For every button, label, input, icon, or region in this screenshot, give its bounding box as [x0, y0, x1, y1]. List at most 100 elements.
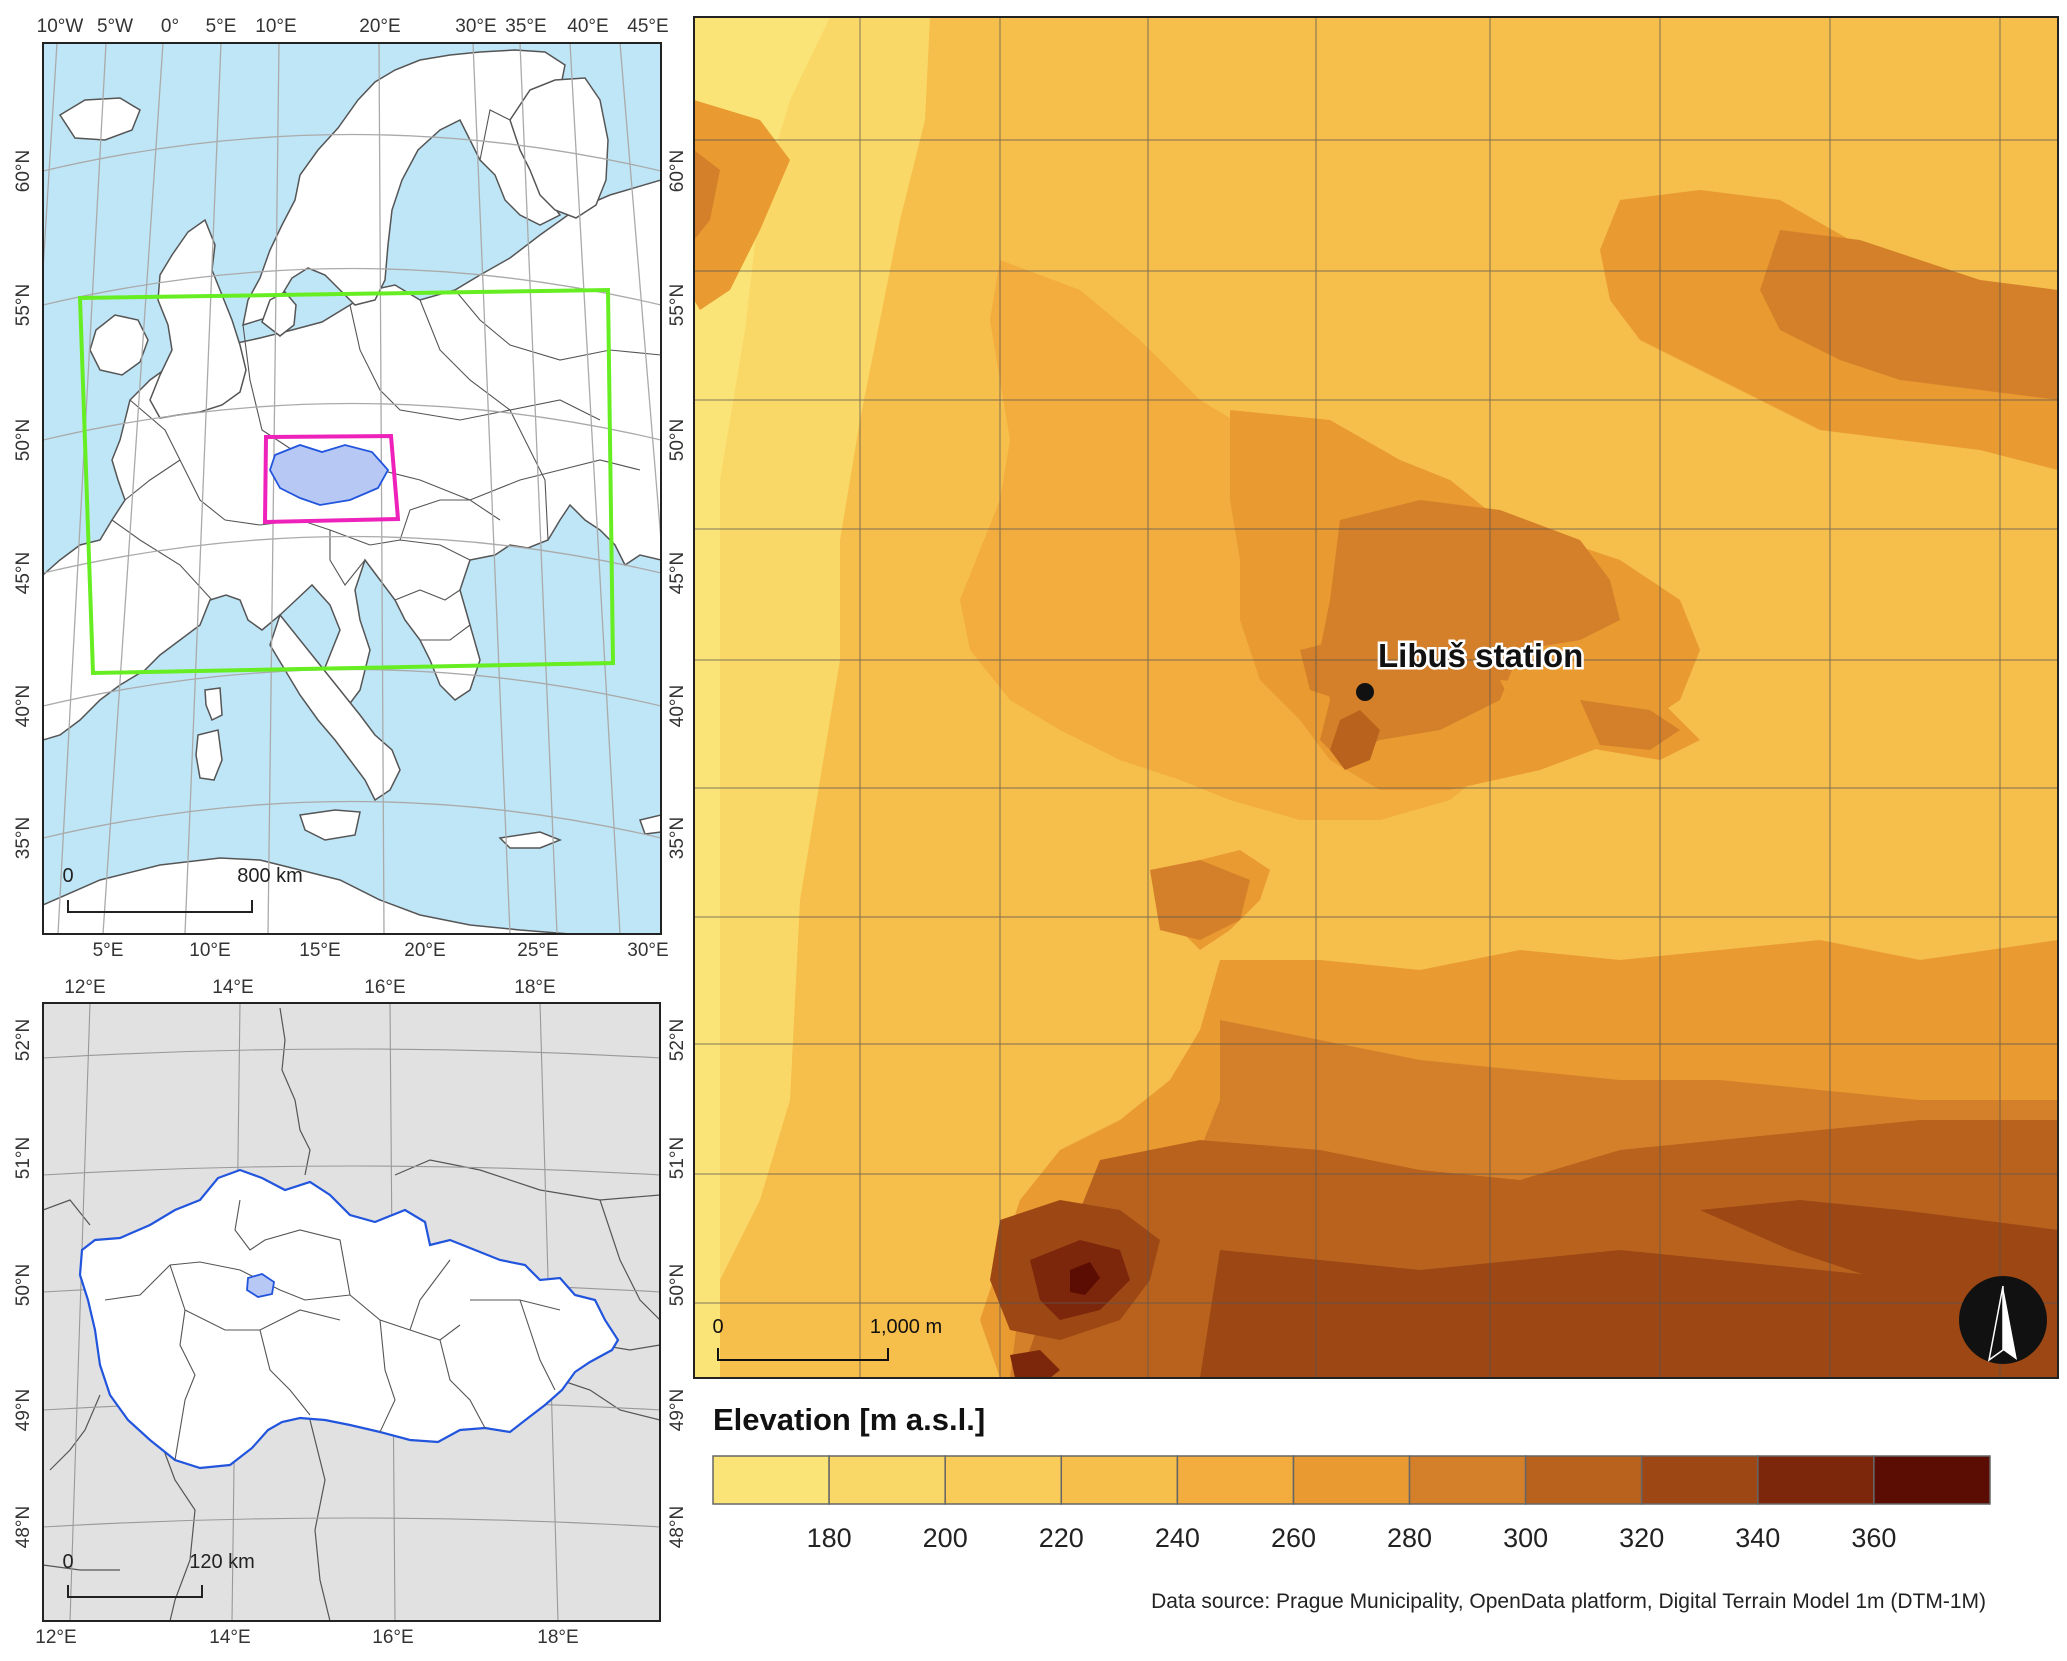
europe-lat-label-right: 55°N [667, 284, 688, 326]
cz-lon-label-top: 16°E [364, 977, 405, 998]
europe-right-labels: 60°N 55°N 50°N 45°N 40°N 35°N [667, 150, 688, 859]
europe-bottom-labels: 5°E 10°E 15°E 20°E 25°E 30°E [93, 940, 669, 961]
europe-lon-label-bottom: 15°E [299, 940, 340, 961]
legend-tick-label: 260 [1271, 1523, 1316, 1553]
europe-lon-label-top: 20°E [359, 16, 400, 37]
legend-swatch [1292, 1455, 1411, 1505]
elev-scale-label: 1,000 m [870, 1316, 942, 1338]
legend-tick-label: 320 [1619, 1523, 1664, 1553]
cz-lon-label-top: 14°E [212, 977, 253, 998]
cz-lon-label-bottom: 12°E [35, 1627, 76, 1648]
europe-lon-label-top: 30°E [455, 16, 496, 37]
legend-tick-label: 340 [1735, 1523, 1780, 1553]
europe-lon-label-top: 5°W [97, 16, 133, 37]
elevation-map: Libuš station 0 1,000 m [693, 16, 2059, 1379]
legend-swatch [1060, 1455, 1179, 1505]
legend-swatches [712, 1455, 1991, 1505]
legend-title: Elevation [m a.s.l.] [713, 1402, 985, 1437]
europe-left-labels: 60°N 55°N 50°N 45°N 40°N 35°N [13, 150, 34, 859]
cz-lon-label-top: 18°E [514, 977, 555, 998]
cz-lon-label-bottom: 18°E [537, 1627, 578, 1648]
europe-locator-map: 10°W 5°W 0° 5°E 10°E 20°E 30°E 35°E 40°E 45°E 5°E… [13, 16, 688, 961]
czechia-locator-map: 12°E 14°E 16°E 18°E 12°E 14°E 16°E 18°E 52°N 51… [13, 977, 688, 1648]
station-label: Libuš station [1378, 637, 1583, 674]
legend-swatch [712, 1455, 830, 1505]
elev-bands [694, 17, 2058, 1378]
europe-lon-label-top: 35°E [505, 16, 546, 37]
europe-lon-label-top: 10°E [255, 16, 296, 37]
cz-country [78, 1168, 620, 1470]
czech-republic-highlight [269, 444, 390, 506]
europe-lon-label-bottom: 5°E [93, 940, 124, 961]
cz-lon-label-bottom: 16°E [372, 1627, 413, 1648]
cz-scale-label: 120 km [189, 1551, 255, 1573]
legend-swatch [828, 1455, 946, 1505]
legend-swatch [1640, 1455, 1759, 1505]
legend-tick-label: 280 [1387, 1523, 1432, 1553]
europe-lat-label-right: 45°N [667, 552, 688, 594]
legend-tick-label: 220 [1039, 1523, 1084, 1553]
cz-scale-zero: 0 [62, 1551, 73, 1573]
europe-lat-label-right: 60°N [667, 150, 688, 192]
europe-scale-bar: 0 800 km [62, 865, 303, 913]
europe-graticule [43, 43, 661, 934]
elev-scale-zero: 0 [712, 1316, 723, 1338]
europe-lat-label-left: 35°N [13, 817, 34, 859]
europe-lon-label-bottom: 10°E [189, 940, 230, 961]
cz-lat-label-left: 50°N [13, 1264, 34, 1306]
cz-top-labels: 12°E 14°E 16°E 18°E [64, 977, 555, 998]
europe-scale-zero: 0 [62, 865, 73, 887]
europe-lon-label-bottom: 25°E [517, 940, 558, 961]
cz-regions [104, 1199, 561, 1461]
domain-extent-box [77, 287, 616, 676]
europe-lat-label-left: 45°N [13, 552, 34, 594]
elev-grid [694, 17, 2058, 1378]
europe-lat-label-left: 40°N [13, 685, 34, 727]
europe-lon-label-bottom: 30°E [627, 940, 668, 961]
legend-tick-label: 300 [1503, 1523, 1548, 1553]
elev-scale-bar: 0 1,000 m [712, 1316, 942, 1361]
europe-lat-label-right: 40°N [667, 685, 688, 727]
legend-tick-label: 240 [1155, 1523, 1200, 1553]
legend-tick-label: 200 [923, 1523, 968, 1553]
legend-swatch [1873, 1455, 1991, 1505]
europe-map-frame [42, 42, 662, 935]
europe-scale-line [67, 900, 253, 913]
europe-lon-label-top: 10°W [37, 16, 84, 37]
legend-swatch [944, 1455, 1063, 1505]
elev-scale-line [717, 1348, 889, 1361]
cz-lon-label-top: 12°E [64, 977, 105, 998]
cz-left-labels: 52°N 51°N 50°N 49°N 48°N [13, 1019, 34, 1548]
europe-lon-label-top: 0° [161, 16, 179, 37]
europe-lat-label-right: 35°N [667, 817, 688, 859]
europe-scale-label: 800 km [237, 865, 303, 887]
legend-ticks: 180 200 220 240 260 280 300 320 340 360 [807, 1523, 1897, 1553]
cz-lat-label-right: 49°N [667, 1389, 688, 1431]
cz-lat-label-right: 50°N [667, 1264, 688, 1306]
cz-map-frame [42, 1002, 661, 1622]
cz-lon-label-bottom: 14°E [209, 1627, 250, 1648]
europe-lon-label-top: 45°E [627, 16, 668, 37]
europe-lon-label-top: 5°E [206, 16, 237, 37]
cz-scale-line [67, 1585, 203, 1598]
europe-lon-label-top: 40°E [567, 16, 608, 37]
data-source-note: Data source: Prague Municipality, OpenDa… [1151, 1590, 1986, 1613]
legend-tick-label: 180 [807, 1523, 852, 1553]
europe-lat-label-left: 60°N [13, 150, 34, 192]
north-arrow-icon [1959, 1276, 2047, 1364]
legend-swatch [1524, 1455, 1643, 1505]
elev-map-frame [693, 16, 2059, 1379]
prague-highlight [246, 1273, 275, 1298]
europe-lat-label-left: 50°N [13, 419, 34, 461]
legend-swatch [1176, 1455, 1295, 1505]
cz-lat-label-left: 49°N [13, 1389, 34, 1431]
cz-lat-label-left: 48°N [13, 1506, 34, 1548]
legend-swatch [1408, 1455, 1527, 1505]
europe-lon-label-bottom: 20°E [404, 940, 445, 961]
cz-lat-label-left: 52°N [13, 1019, 34, 1061]
cz-lat-label-right: 51°N [667, 1137, 688, 1179]
europe-top-labels: 10°W 5°W 0° 5°E 10°E 20°E 30°E 35°E 40°E 45°E [37, 16, 669, 37]
cz-bottom-labels: 12°E 14°E 16°E 18°E [35, 1627, 578, 1648]
cz-scale-bar: 0 120 km [62, 1551, 255, 1598]
